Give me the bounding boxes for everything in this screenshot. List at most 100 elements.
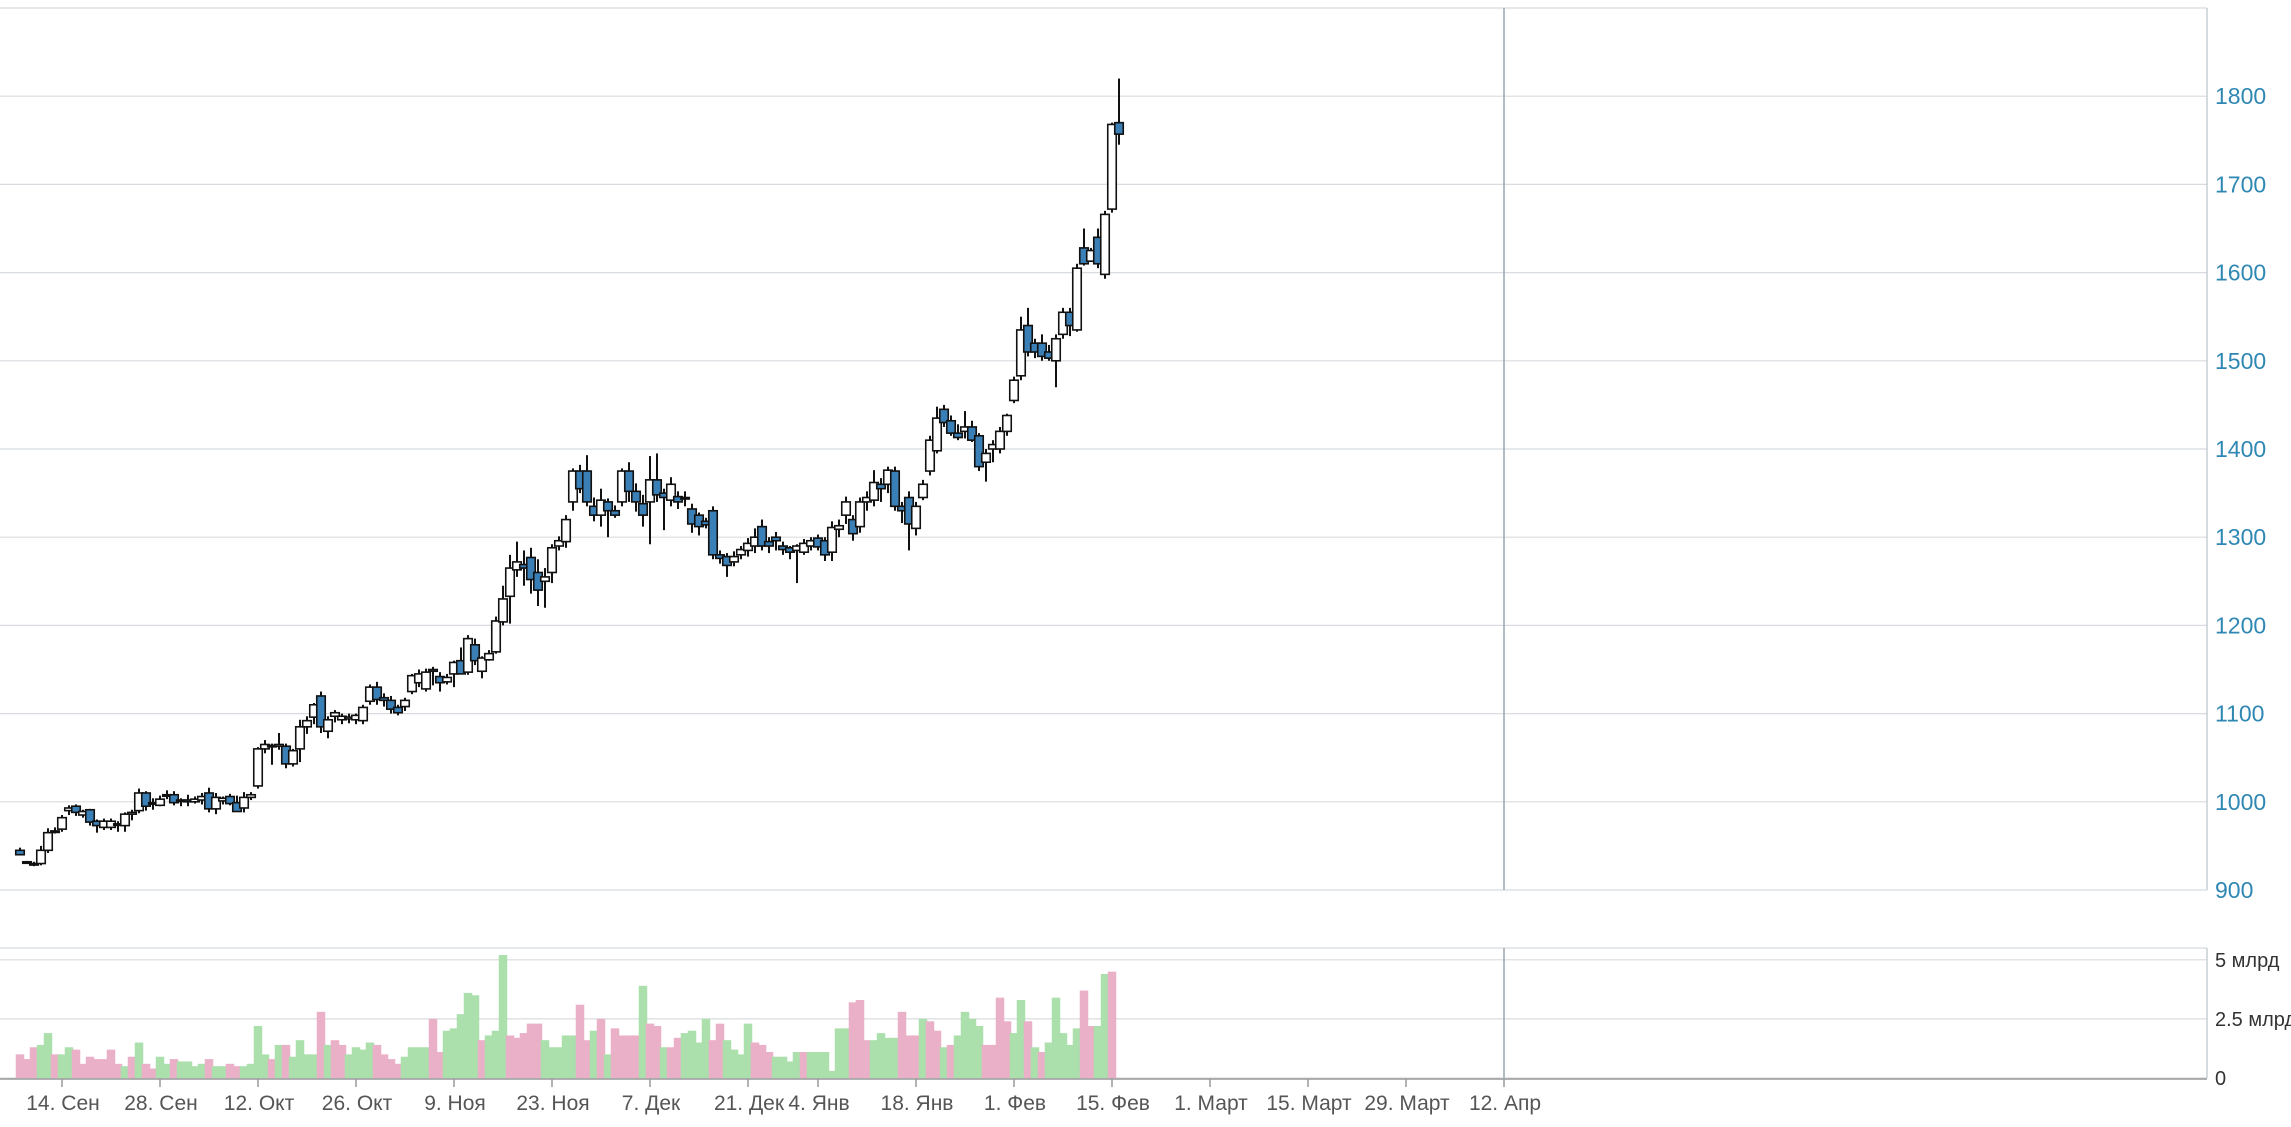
candle-body [140, 792, 152, 808]
volume-bar [764, 1052, 774, 1078]
candle-body [553, 539, 565, 547]
candle-body [679, 496, 691, 500]
volume-bar [750, 1042, 760, 1078]
volume-bar [862, 1040, 872, 1078]
volume-bar [799, 1052, 809, 1078]
volume-bar [43, 1033, 53, 1078]
volume-bar [575, 1004, 585, 1078]
candle-body [245, 793, 257, 799]
price-tick-label: 1200 [2215, 612, 2266, 638]
candle-body [756, 525, 768, 547]
volume-bar [442, 1030, 452, 1078]
volume-bar [561, 1035, 571, 1078]
price-tick-label: 1100 [2215, 701, 2264, 727]
volume-bar [134, 1042, 144, 1078]
volume-bar [687, 1030, 697, 1078]
volume-bar [1044, 1042, 1054, 1078]
volume-bar [141, 1063, 151, 1078]
volume-bar [99, 1059, 109, 1078]
volume-bar [673, 1037, 683, 1078]
date-tick-label: 14. Сен [26, 1092, 99, 1115]
candle-body [322, 718, 334, 733]
volume-bar [85, 1056, 95, 1078]
candle-body [420, 671, 432, 690]
volume-bar [1009, 1033, 1019, 1078]
volume-bar [589, 1030, 599, 1078]
volume-bar [533, 1023, 543, 1078]
volume-bar [1072, 1028, 1082, 1078]
candle-body [1099, 213, 1111, 276]
volume-bar [295, 1040, 305, 1078]
candle-body [154, 798, 166, 807]
volume-bar [316, 1011, 326, 1078]
volume-bar [64, 1047, 74, 1078]
volume-bar [435, 1052, 445, 1078]
date-axis: 14. Сен 28. Сен 12. Окт 26. Окт 9. Ноя 23. Но… [26, 1079, 1541, 1115]
volume-bar [505, 1035, 515, 1078]
volume-bar [176, 1061, 186, 1078]
candle-body [497, 598, 509, 623]
volume-bar [1065, 1044, 1075, 1078]
candle-body [273, 743, 285, 748]
volume-bar [1107, 971, 1117, 1078]
volume-bar [498, 955, 508, 1078]
volume-bar [834, 1028, 844, 1078]
volume-bar [470, 995, 480, 1078]
volume-bar [169, 1059, 179, 1078]
volume-bar [981, 1044, 991, 1078]
volume-bar [344, 1054, 354, 1078]
volume-bar [652, 1026, 662, 1078]
volume-bar [267, 1059, 277, 1078]
candle-body [427, 668, 439, 673]
date-tick-label: 7. Дек [622, 1092, 681, 1115]
candle-body [294, 726, 306, 750]
volume-bar [631, 1035, 641, 1078]
candle-body [1001, 414, 1013, 433]
volume-bar [743, 1023, 753, 1078]
volume-bar [960, 1011, 970, 1078]
date-tick-label: 12. Апр [1469, 1092, 1541, 1115]
candle-body [119, 813, 131, 827]
volume-bar [414, 1047, 424, 1078]
volume-bar [162, 1063, 172, 1078]
candle-body [1071, 267, 1083, 331]
candle-body [1106, 123, 1118, 210]
volume-bar [120, 1066, 130, 1078]
candle-body [735, 548, 747, 556]
candle-body [910, 505, 922, 530]
volume-bar [883, 1037, 893, 1078]
volume-bar [526, 1023, 536, 1078]
volume-bar [197, 1063, 207, 1078]
volume-bar [407, 1047, 417, 1078]
candle-body [924, 439, 936, 472]
volume-bar [1086, 1026, 1096, 1078]
volume-bar [932, 1030, 942, 1078]
volume-bar [974, 1026, 984, 1078]
volume-bar [918, 1018, 928, 1078]
candle-body [952, 432, 964, 439]
price-tick-label: 1600 [2215, 260, 2266, 286]
date-tick-label: 1. Фев [984, 1092, 1046, 1115]
volume-bar [358, 1049, 368, 1078]
candle-body [49, 830, 61, 834]
candle-body [1022, 324, 1034, 353]
volume-bar [946, 1044, 956, 1078]
volume-bar [113, 1063, 123, 1078]
volume-bar [911, 1035, 921, 1078]
volume-bar [57, 1054, 67, 1078]
volume-bar [771, 1056, 781, 1078]
volume-bar [904, 1035, 914, 1078]
volume-bar [638, 985, 648, 1078]
candle-body [21, 860, 33, 865]
candle-body [42, 831, 54, 852]
volume-bar [876, 1033, 886, 1078]
volume-bar [393, 1063, 403, 1078]
volume-bar [708, 1040, 718, 1078]
volume-bar [148, 1068, 158, 1078]
volume-bar [939, 1047, 949, 1078]
volume-bar [456, 1014, 466, 1078]
volume-bar [666, 1047, 676, 1078]
volume-bar [218, 1066, 228, 1078]
volume-bar [71, 1049, 81, 1078]
